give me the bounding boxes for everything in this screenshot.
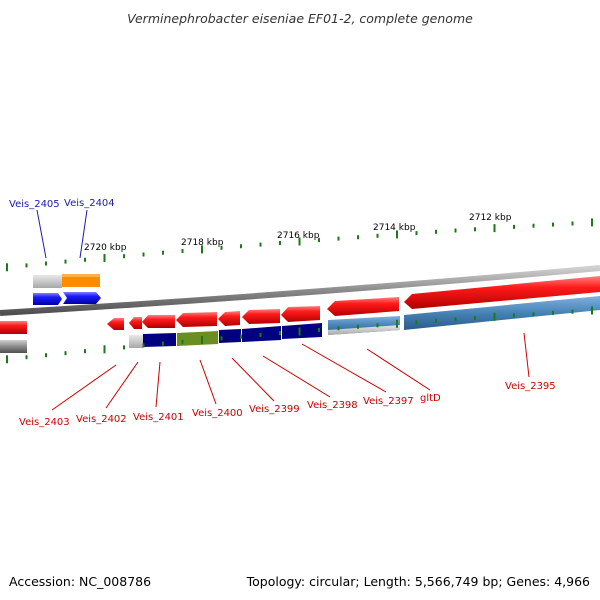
cog-box [282,323,322,339]
gene-veis-2399[interactable] [218,311,240,326]
scale-label-2716: 2716 kbp [277,231,320,241]
cog-box [0,340,27,353]
leader-veis-2400 [199,359,217,405]
scale-label-2712: 2712 kbp [469,213,512,223]
lower-scale-ticks [6,306,593,364]
scale-label-2718: 2718 kbp [181,238,224,248]
cog-box-highlight [62,274,100,277]
leader-veis-2398 [262,355,331,398]
lower-gene-track [0,276,600,334]
cog-box [177,331,218,346]
leader-veis-2401 [155,361,161,408]
label-veis-2400[interactable]: Veis_2400 [192,408,243,419]
leader-veis-2399 [231,357,275,402]
scale-label-2720: 2720 kbp [84,243,127,253]
cog-box-underside [328,325,400,335]
label-veis-2402[interactable]: Veis_2402 [76,414,127,425]
gene-veis-2395[interactable] [404,276,600,309]
gene-veis-2401[interactable] [142,315,175,328]
leader-lines [36,209,530,411]
label-veis-2399[interactable]: Veis_2399 [249,404,300,415]
leader-gltd [366,348,431,391]
scale-labels: 2720 kbp 2718 kbp 2716 kbp 2714 kbp 2712… [84,213,512,253]
cog-box [62,274,100,287]
accession-text: Accession: NC_008786 [9,574,151,589]
scale-label-2714: 2714 kbp [373,223,416,233]
gene-small-1[interactable] [107,318,124,330]
gene-veis-2404[interactable] [63,292,101,304]
map-title: Verminephrobacter eiseniae EF01-2, compl… [127,11,473,26]
label-veis-2397[interactable]: Veis_2397 [363,396,414,407]
gene-labels: Veis_2405 Veis_2404 Veis_2403 Veis_2402 … [9,198,556,428]
leader-veis-2397 [301,343,387,393]
lower-cog-track [0,296,600,353]
gene-small-2[interactable] [129,317,142,329]
cog-box [143,333,176,347]
gene-left-edge[interactable] [0,321,27,334]
upper-gene-track [33,292,101,305]
cog-box [404,296,600,330]
gene-veis-2397[interactable] [281,306,320,322]
leader-veis-2405 [36,209,47,259]
gene-veis-2398[interactable] [242,309,280,324]
upper-cog-track [33,274,100,288]
genome-backbone [0,265,600,316]
leader-veis-2395 [523,332,530,378]
label-veis-2405[interactable]: Veis_2405 [9,199,60,210]
label-gltd[interactable]: gltD [420,393,441,404]
cog-box [129,335,143,348]
gene-gltd[interactable] [327,297,399,316]
scale-ticks [6,218,593,272]
cog-box [219,329,241,343]
leader-veis-2402 [105,361,139,409]
gene-veis-2400[interactable] [176,312,217,327]
genome-summary-text: Topology: circular; Length: 5,566,749 bp… [246,574,590,589]
label-veis-2404[interactable]: Veis_2404 [64,198,115,209]
label-veis-2403[interactable]: Veis_2403 [19,417,70,428]
leader-veis-2403 [51,364,117,411]
label-veis-2395[interactable]: Veis_2395 [505,381,556,392]
label-veis-2398[interactable]: Veis_2398 [307,400,358,411]
leader-veis-2404 [79,209,88,259]
cog-box [33,275,62,288]
gene-veis-2405[interactable] [33,293,62,305]
label-veis-2401[interactable]: Veis_2401 [133,412,184,423]
